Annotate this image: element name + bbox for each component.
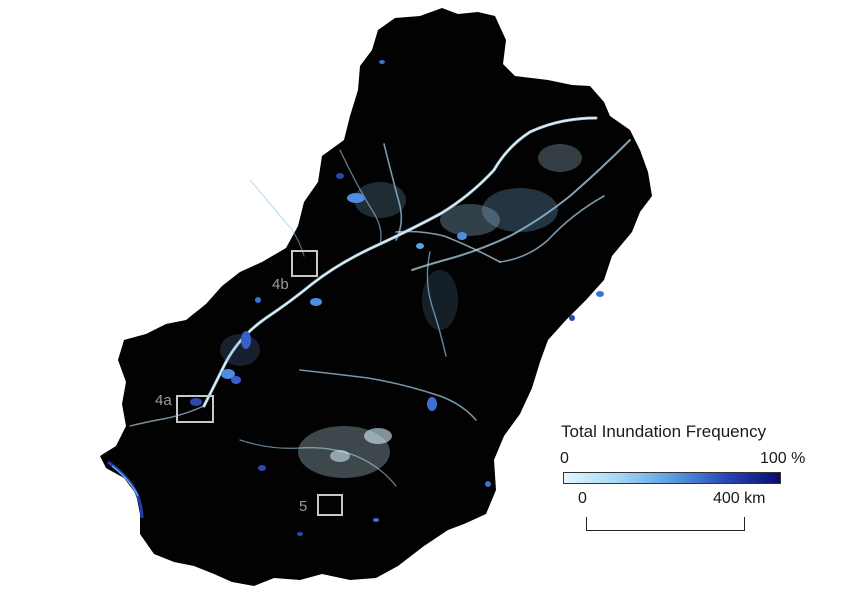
legend-max-label: 100 %	[760, 450, 806, 467]
basin-outline	[100, 8, 652, 586]
lake-spots	[190, 60, 604, 536]
river-network	[129, 116, 631, 487]
legend-min-label: 0	[560, 450, 569, 467]
legend-color-ramp	[563, 472, 781, 484]
scale-bar	[586, 517, 745, 531]
floodplain-patches	[220, 144, 582, 478]
inset-box-4a	[176, 395, 214, 423]
legend-title: Total Inundation Frequency	[561, 422, 767, 441]
inset-box-5	[317, 494, 343, 516]
scale-zero-label: 0	[578, 490, 587, 507]
inset-label-4b: 4b	[272, 276, 289, 293]
inset-box-4b	[291, 250, 318, 277]
coastal-estuary-light	[111, 465, 139, 497]
inset-label-5: 5	[299, 498, 307, 515]
inset-label-4a: 4a	[155, 392, 172, 409]
scale-distance-label: 400 km	[713, 490, 766, 507]
